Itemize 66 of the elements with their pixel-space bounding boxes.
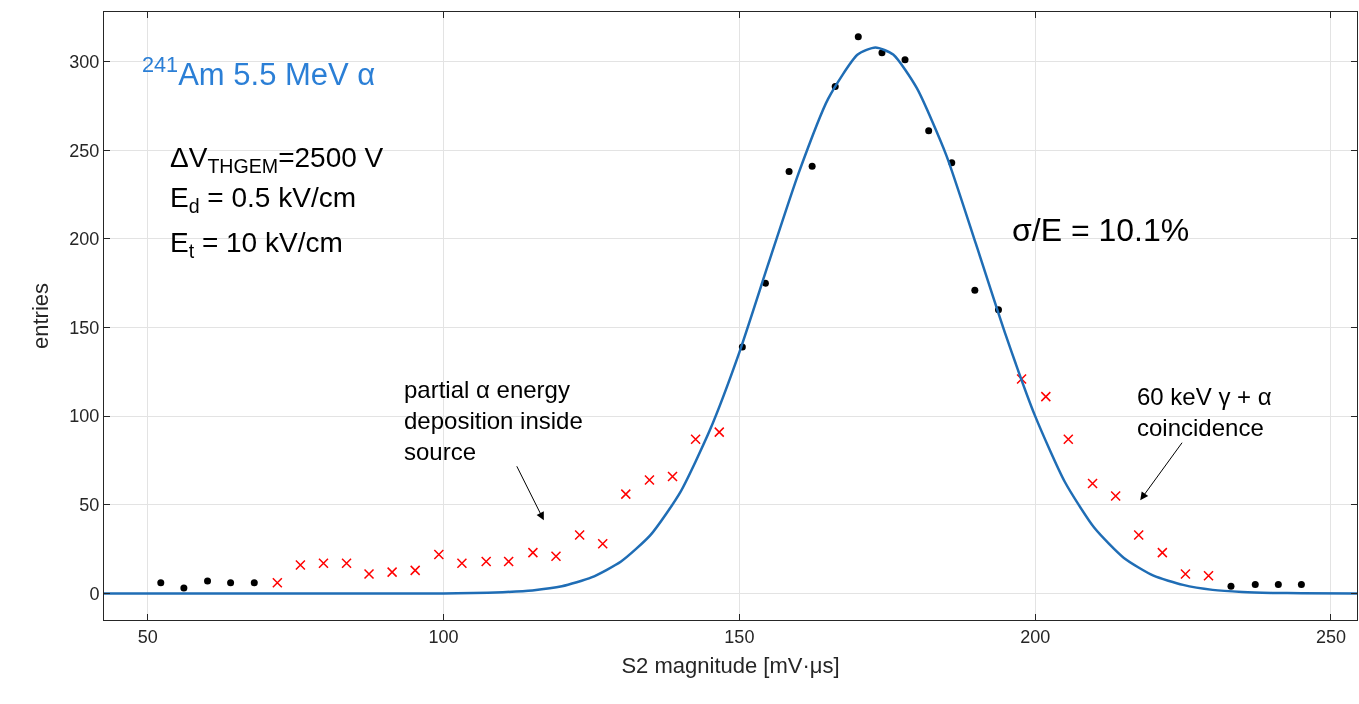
point — [157, 579, 165, 587]
point — [433, 549, 445, 560]
x-tick-label: 200 — [1020, 626, 1051, 647]
point — [318, 558, 329, 569]
line-series — [104, 46, 1357, 595]
point — [341, 558, 352, 569]
point — [363, 568, 375, 580]
point — [667, 471, 678, 482]
y-tick-label: 100 — [69, 406, 100, 427]
y-tick-label: 0 — [89, 583, 100, 604]
point — [1251, 581, 1259, 589]
point — [456, 558, 468, 569]
point — [386, 566, 398, 578]
point — [503, 556, 514, 567]
point — [295, 559, 306, 571]
point — [785, 168, 793, 176]
annotation: E$_{d}$ = 0.5 kV/cm — [170, 182, 356, 217]
annotation: σ/E = 10.1% — [1012, 212, 1190, 248]
point — [620, 488, 632, 500]
point — [690, 433, 701, 445]
point — [1063, 433, 1074, 445]
point — [1110, 490, 1121, 502]
point — [480, 556, 492, 567]
point — [527, 547, 539, 558]
annotation: 60 keV γ + α coincidence — [1137, 383, 1272, 442]
point — [714, 426, 725, 438]
x-tick-label: 250 — [1315, 626, 1346, 647]
y-tick-label: 250 — [69, 140, 100, 161]
x-tick-label: 150 — [724, 626, 755, 647]
point — [808, 162, 816, 170]
annotation: partial α energy deposition inside source — [404, 376, 583, 466]
point — [925, 127, 933, 135]
y-tick-label: 50 — [79, 495, 100, 516]
x-tick-label: 100 — [428, 626, 459, 647]
annotation: ΔV$_{THGEM}$=2500 V — [170, 142, 384, 177]
point — [550, 550, 562, 562]
annotation: E$_{t}$ = 10 kV/cm — [170, 227, 343, 262]
y-tick-label: 150 — [69, 317, 100, 338]
point — [1133, 529, 1144, 541]
x-tick-label: 50 — [137, 626, 158, 647]
point — [409, 565, 421, 576]
point — [1040, 391, 1052, 402]
point — [272, 577, 283, 589]
y-tick-label: 200 — [69, 229, 100, 250]
point — [250, 579, 258, 587]
y-tick-label: 300 — [69, 51, 100, 72]
point — [1016, 373, 1027, 385]
point — [1227, 582, 1235, 590]
point — [227, 579, 235, 587]
point — [854, 33, 862, 41]
x-axis-title: S2 magnitude [mV·μs] — [621, 653, 840, 679]
y-axis-title: entries — [28, 282, 54, 350]
point — [1297, 581, 1305, 589]
point — [1087, 478, 1098, 489]
annotation: $^{241}$Am 5.5 MeV α — [142, 52, 376, 93]
point — [1203, 570, 1214, 581]
point — [180, 584, 188, 592]
point — [1274, 581, 1282, 589]
point — [1157, 547, 1168, 558]
point — [574, 529, 585, 541]
point — [901, 56, 909, 64]
point — [597, 538, 608, 550]
point — [1180, 568, 1191, 580]
point — [644, 474, 655, 486]
point — [204, 577, 212, 585]
point — [971, 286, 979, 294]
